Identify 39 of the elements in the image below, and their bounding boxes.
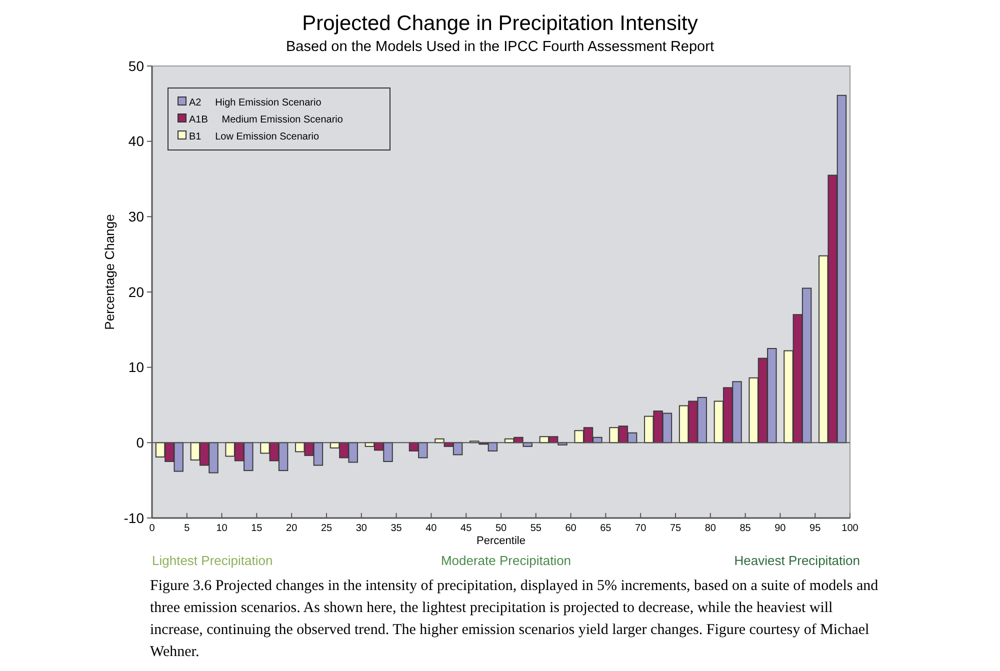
y-tick-label: 50 [128,58,144,74]
x-tick-label: 85 [740,523,752,534]
x-tick-label: 80 [704,523,716,534]
text: Moderate Precipitation [440,553,572,568]
chart-subtitle: Based on the Models Used in the IPCC Fourth Assessment Report [286,39,714,55]
x-tick-label: 95 [810,523,822,534]
y-tick-label: -10 [124,510,144,526]
x-tick-label: 0 [149,523,156,534]
legend-label: B1 Low Emission Scenario [189,132,320,142]
y-tick-label: 0 [136,434,144,451]
text: Heaviest Precipitation [734,553,860,568]
x-tick-label: 5 [184,523,190,534]
x-tick-label: 70 [635,523,647,534]
x-tick-label: 75 [670,523,682,534]
x-tick-label: 60 [565,523,577,534]
text: Lightest Precipitation [152,553,273,568]
x-axis-title: Percentile [476,535,526,547]
x-tick-label: 55 [530,523,542,534]
x-tick-label: 65 [600,523,612,534]
y-tick-label: 20 [128,284,144,300]
caption: Figure 3.6 Projected changes in the intensity of precipitation, displayed in 5% increments, based on a suite of models and three emission scenarios. As shown here, the lightest precipitation is projected to decrease, while the heaviest will increase, continuing the observed trend. The higher emission scenarios yield larger changes. Figure courtesy of Michael Wehner. [150,578,879,660]
y-tick-label: 40 [128,133,144,150]
x-tick-label: 50 [495,523,507,534]
x-tick-label: 30 [356,523,368,534]
x-tick-label: 100 [842,523,859,534]
x-tick-label: 20 [286,523,298,534]
x-tick-label: 25 [320,523,332,534]
x-tick-label: 10 [216,523,228,534]
y-tick-label: 10 [128,359,144,376]
y-tick-label: 30 [128,208,144,225]
y-axis-title: Percentage Change [102,214,117,330]
legend-label: A2 High Emission Scenario [189,98,322,108]
x-tick-label: 35 [390,523,402,534]
x-tick-label: 15 [251,523,263,534]
x-tick-label: 90 [774,523,786,534]
chart-title: Projected Change in Precipitation Intensity [302,12,698,35]
x-tick-label: 40 [426,523,438,534]
legend-label: A1B Medium Emission Scenario [189,114,344,126]
x-tick-label: 45 [460,523,472,534]
